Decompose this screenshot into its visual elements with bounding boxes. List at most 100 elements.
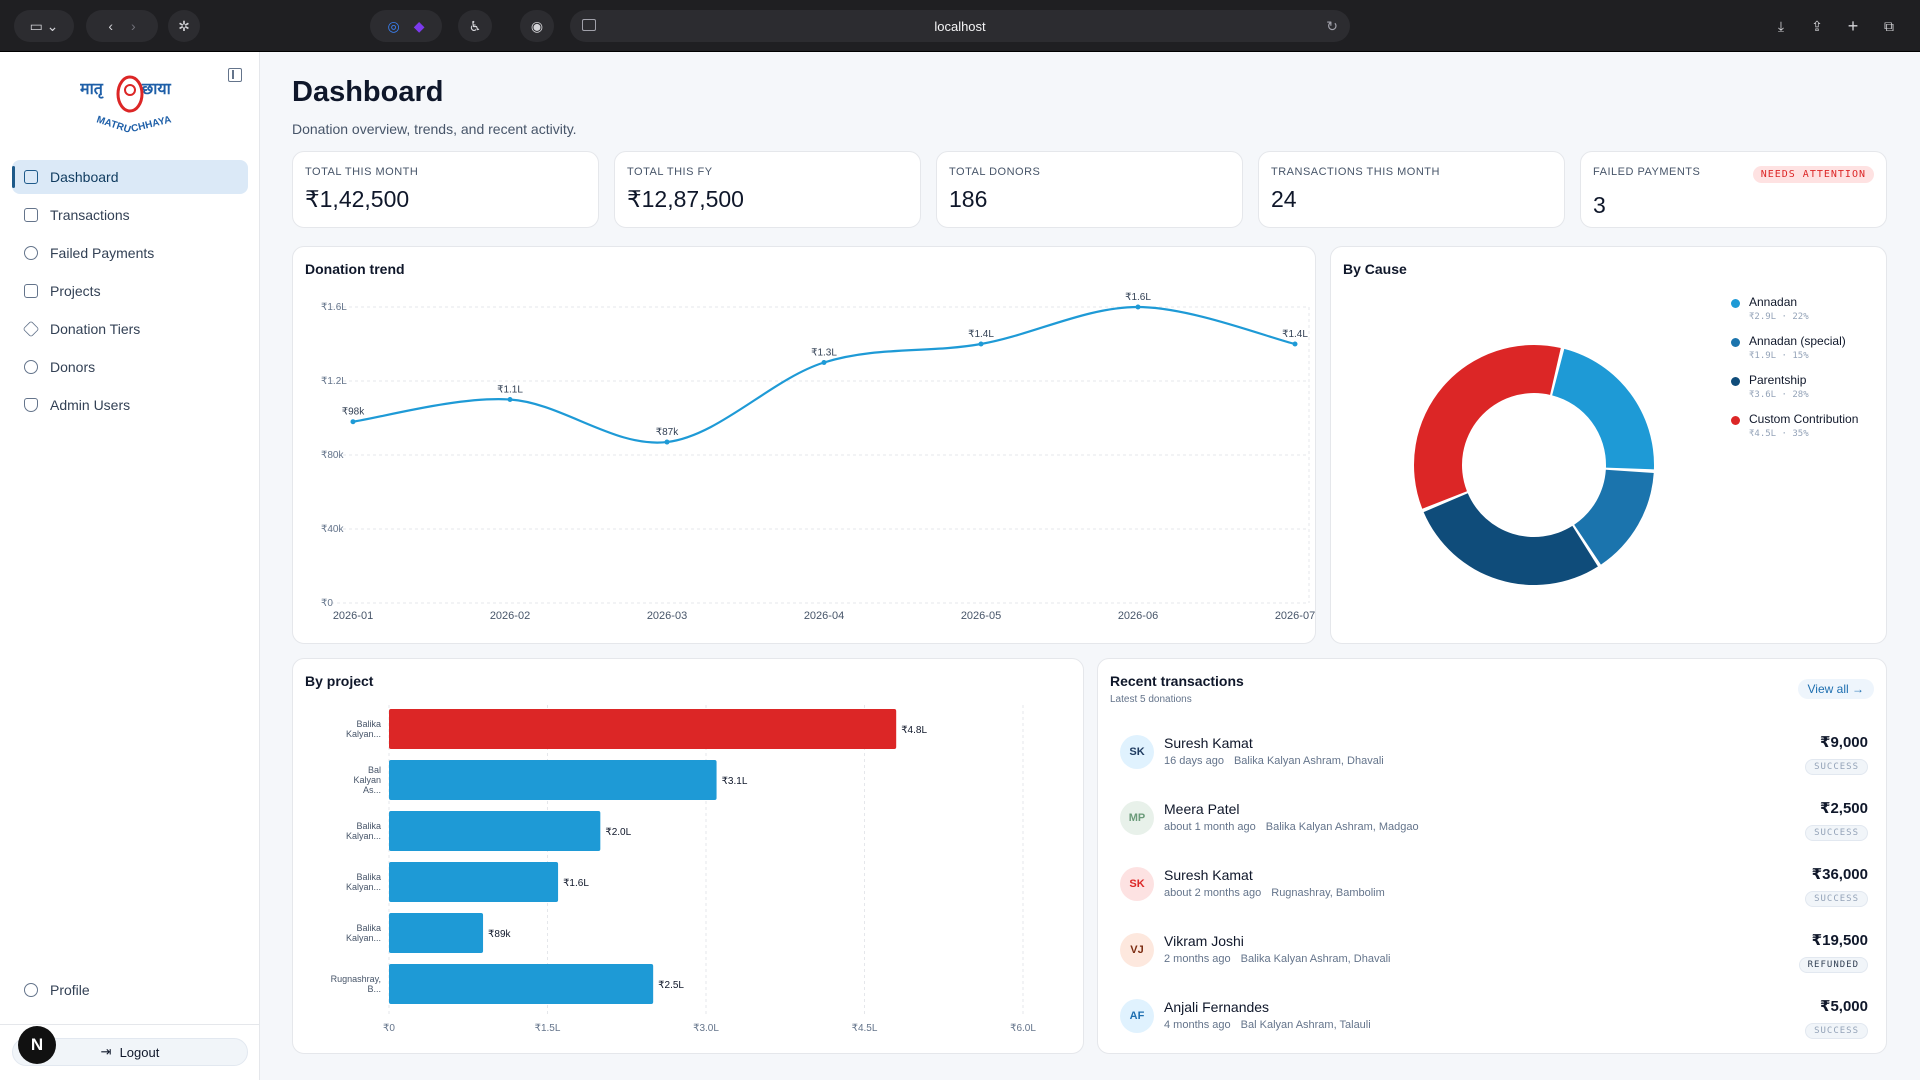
status-badge: SUCCESS bbox=[1805, 1023, 1868, 1039]
view-all-link[interactable]: View all → bbox=[1797, 679, 1874, 699]
legend-item[interactable]: Custom Contribution ₹4.5L · 35% bbox=[1731, 412, 1891, 439]
legend-item[interactable]: Parentship ₹3.6L · 28% bbox=[1731, 373, 1891, 400]
data-point[interactable] bbox=[1135, 304, 1141, 310]
reader-icon[interactable] bbox=[582, 19, 596, 31]
extension-icon[interactable]: ✲ bbox=[168, 10, 200, 42]
sidebar-item-donors[interactable]: Donors bbox=[12, 350, 248, 384]
extension-accessibility-icon[interactable]: ♿ bbox=[458, 10, 492, 42]
data-point[interactable] bbox=[1292, 341, 1298, 347]
y-tick-label: ₹80k bbox=[321, 450, 344, 461]
tabs-overview-icon[interactable]: ⧉ bbox=[1884, 17, 1894, 34]
bar[interactable] bbox=[389, 913, 484, 953]
sidebar-item-failed-payments[interactable]: Failed Payments bbox=[12, 236, 248, 270]
sidebar-item-label: Admin Users bbox=[50, 397, 131, 413]
donor-name: Anjali Fernandes bbox=[1164, 999, 1270, 1015]
transaction-meta: about 2 months ago Rugnashray, Bambolim bbox=[1164, 887, 1395, 899]
data-label: ₹4.8L bbox=[901, 725, 927, 736]
legend-detail: ₹3.6L · 28% bbox=[1749, 390, 1809, 400]
legend-swatch bbox=[1731, 338, 1740, 347]
kpi-card-failed-payments[interactable]: FAILED PAYMENTS NEEDS ATTENTION 3 bbox=[1580, 151, 1887, 228]
back-icon[interactable]: ‹ bbox=[108, 18, 113, 34]
transaction-project: Rugnashray, Bambolim bbox=[1271, 887, 1385, 899]
kpi-value: 3 bbox=[1593, 192, 1606, 218]
legend-detail: ₹1.9L · 15% bbox=[1749, 351, 1809, 361]
bar[interactable] bbox=[389, 709, 897, 749]
kpi-value: ₹1,42,500 bbox=[305, 186, 410, 212]
extension-record-icon[interactable]: ◉ bbox=[520, 10, 554, 42]
sidebar-item-transactions[interactable]: Transactions bbox=[12, 198, 248, 232]
x-tick-label: 2026-07 bbox=[1275, 610, 1315, 622]
x-tick-label: ₹3.0L bbox=[693, 1023, 719, 1034]
sidebar-item-admin-users[interactable]: Admin Users bbox=[12, 388, 248, 422]
extension-diamond-icon[interactable]: ◆ bbox=[413, 17, 425, 34]
bar[interactable] bbox=[389, 811, 601, 851]
page-subtitle: Donation overview, trends, and recent ac… bbox=[292, 121, 577, 137]
bar[interactable] bbox=[389, 862, 559, 902]
y-tick-label: ₹0 bbox=[321, 598, 333, 609]
data-point[interactable] bbox=[978, 341, 984, 347]
x-tick-label: 2026-03 bbox=[647, 610, 687, 622]
legend-item[interactable]: Annadan (special) ₹1.9L · 15% bbox=[1731, 334, 1891, 361]
data-point[interactable] bbox=[350, 419, 356, 425]
collapse-sidebar-icon[interactable] bbox=[228, 68, 242, 82]
transaction-project: Bal Kalyan Ashram, Talauli bbox=[1240, 1019, 1371, 1031]
sidebar-toggle-button[interactable]: ▭ ⌄ bbox=[14, 10, 74, 42]
x-tick-label: 2026-05 bbox=[961, 610, 1001, 622]
pie-slice[interactable] bbox=[1574, 469, 1654, 565]
address-bar[interactable]: localhost ↻ bbox=[570, 10, 1350, 42]
reload-icon[interactable]: ↻ bbox=[1326, 18, 1338, 34]
data-label: ₹1.4L bbox=[968, 329, 994, 340]
transaction-time: about 1 month ago bbox=[1164, 821, 1256, 833]
bar[interactable] bbox=[389, 964, 654, 1004]
history-nav: ‹ › bbox=[86, 10, 158, 42]
y-tick-label: Bal Kalyan As... bbox=[353, 765, 381, 795]
url-text: localhost bbox=[934, 18, 986, 34]
pie-slice[interactable] bbox=[1414, 345, 1561, 509]
browser-toolbar: ▭ ⌄ ‹ › ✲ ◎ ◆ ♿ ◉ localhost ↻ ⤓ ⇪ + ⧉ bbox=[0, 0, 1920, 52]
transaction-row[interactable]: SK Suresh Kamat 16 days ago Balika Kalyan A… bbox=[1098, 725, 1888, 791]
transaction-project: Balika Kalyan Ashram, Dhavali bbox=[1233, 755, 1384, 767]
data-label: ₹89k bbox=[488, 929, 511, 940]
sidebar-item-label: Donation Tiers bbox=[50, 321, 141, 337]
sidebar-item-label: Donors bbox=[50, 359, 96, 375]
transaction-row[interactable]: VJ Vikram Joshi 2 months ago Balika Kalyan … bbox=[1098, 923, 1888, 989]
avatar: MP bbox=[1120, 801, 1154, 835]
download-icon[interactable]: ⤓ bbox=[1777, 17, 1785, 34]
data-label: ₹98k bbox=[342, 407, 365, 418]
transaction-row[interactable]: MP Meera Patel about 1 month ago Balika Kal… bbox=[1098, 791, 1888, 857]
new-tab-icon[interactable]: + bbox=[1847, 15, 1859, 36]
sidebar-item-label: Failed Payments bbox=[50, 245, 155, 261]
sidebar-item-projects[interactable]: Projects bbox=[12, 274, 248, 308]
kpi-card-total-fy: TOTAL THIS FY ₹12,87,500 bbox=[614, 151, 921, 228]
bar[interactable] bbox=[389, 760, 717, 800]
share-icon[interactable]: ⇪ bbox=[1811, 17, 1823, 34]
y-tick-label: Balika Kalyan... bbox=[346, 821, 381, 841]
sidebar-item-donation-tiers[interactable]: Donation Tiers bbox=[12, 312, 248, 346]
data-label: ₹87k bbox=[656, 427, 679, 438]
forward-icon[interactable]: › bbox=[131, 18, 136, 34]
transaction-row[interactable]: SK Suresh Kamat about 2 months ago Rugnashr… bbox=[1098, 857, 1888, 923]
extension-compass-icon[interactable]: ◎ bbox=[387, 17, 400, 34]
transaction-row[interactable]: AF Anjali Fernandes 4 months ago Bal Kalyan… bbox=[1098, 989, 1888, 1055]
data-point[interactable] bbox=[664, 439, 670, 445]
pie-slice[interactable] bbox=[1552, 348, 1654, 470]
section-title: Recent transactions bbox=[1110, 673, 1244, 689]
data-label: ₹3.1L bbox=[722, 776, 748, 787]
pie-slice[interactable] bbox=[1423, 493, 1598, 585]
sidebar-item-dashboard[interactable]: Dashboard bbox=[12, 160, 248, 194]
svg-text:मातृ: मातृ bbox=[80, 81, 104, 99]
page-title: Dashboard bbox=[292, 76, 444, 108]
alert-circle-icon bbox=[24, 246, 38, 260]
chart-title: By project bbox=[305, 673, 374, 689]
svg-text:छाया: छाया bbox=[141, 81, 172, 98]
legend-item[interactable]: Annadan ₹2.9L · 22% bbox=[1731, 295, 1891, 322]
sidebar: मातृ छाया MATRU CHHAYA Dashboard Transac… bbox=[0, 52, 260, 1080]
matru-chhaya-logo[interactable]: मातृ छाया MATRU CHHAYA bbox=[79, 70, 180, 140]
donation-trend-card: Donation trend ₹0 ₹40k ₹80k ₹1.2L ₹1.6L 2026-… bbox=[292, 246, 1316, 644]
chart-title: By Cause bbox=[1343, 261, 1407, 277]
sidebar-item-profile[interactable]: Profile bbox=[24, 982, 90, 998]
dev-tools-badge[interactable]: N bbox=[18, 1026, 56, 1064]
data-point[interactable] bbox=[507, 397, 513, 402]
data-label: ₹1.3L bbox=[811, 348, 837, 359]
data-point[interactable] bbox=[821, 360, 827, 365]
